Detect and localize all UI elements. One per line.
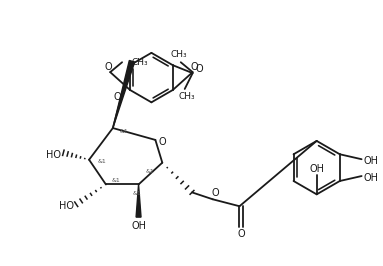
Text: HO: HO [59, 201, 74, 211]
Polygon shape [113, 60, 135, 128]
Text: CH₃: CH₃ [178, 92, 195, 101]
Text: &1: &1 [132, 191, 141, 196]
Text: O: O [191, 62, 198, 72]
Text: OH: OH [309, 164, 324, 174]
Polygon shape [136, 184, 141, 217]
Text: HO: HO [46, 150, 61, 160]
Text: O: O [105, 62, 112, 72]
Text: O: O [196, 64, 203, 74]
Text: &1: &1 [111, 178, 120, 183]
Text: O: O [159, 137, 166, 147]
Text: CH₃: CH₃ [132, 58, 149, 67]
Text: O: O [238, 229, 245, 239]
Text: CH₃: CH₃ [170, 50, 187, 59]
Text: &1: &1 [119, 128, 128, 134]
Text: O: O [212, 188, 219, 198]
Text: O: O [114, 92, 121, 102]
Text: &1: &1 [146, 169, 155, 174]
Text: &1: &1 [98, 159, 106, 164]
Text: OH: OH [131, 221, 146, 231]
Text: OH: OH [364, 156, 379, 166]
Text: OH: OH [364, 173, 379, 183]
